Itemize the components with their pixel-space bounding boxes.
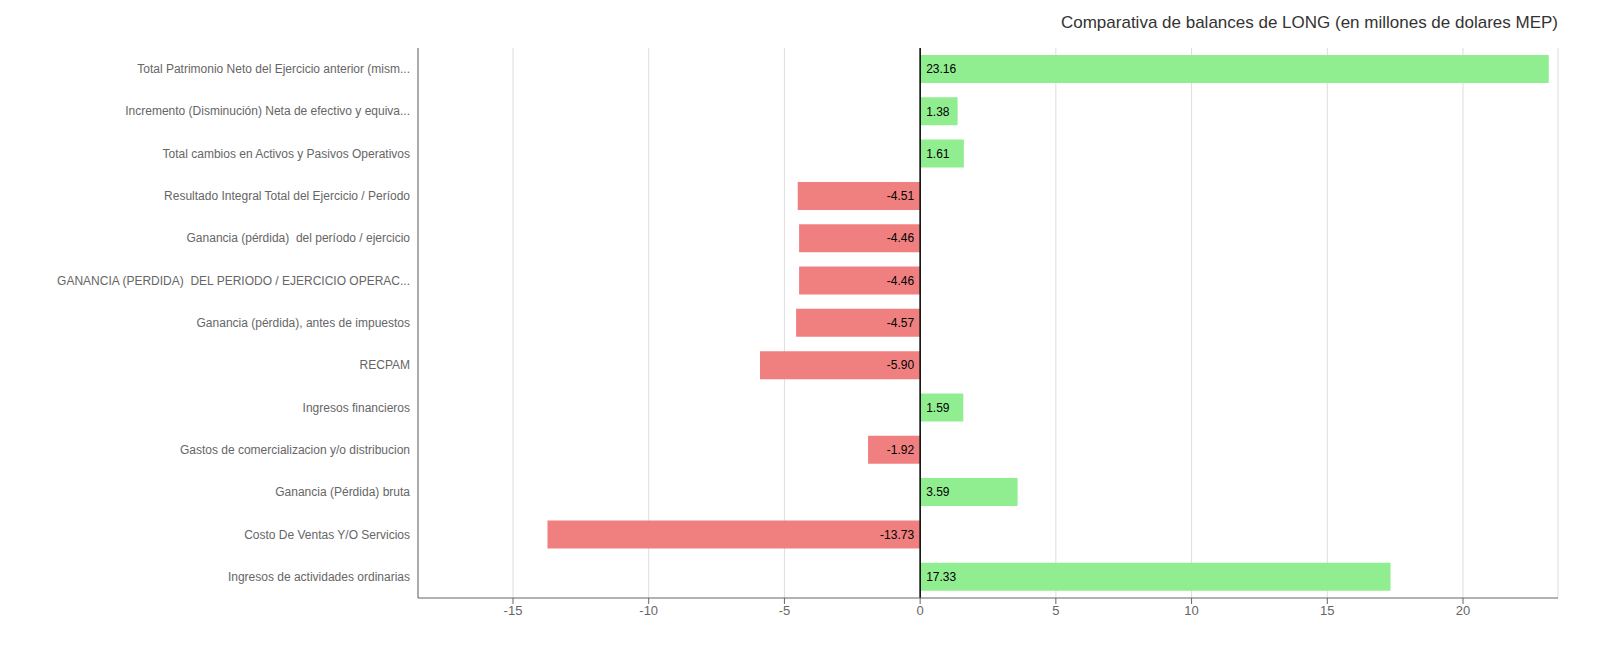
svg-text:Resultado Integral Total del E: Resultado Integral Total del Ejercicio /… [164,189,410,203]
svg-text:RECPAM: RECPAM [360,358,410,372]
svg-text:10: 10 [1184,603,1198,618]
svg-text:1.59: 1.59 [926,401,950,415]
svg-text:5: 5 [1052,603,1059,618]
svg-text:Total cambios en Activos y Pas: Total cambios en Activos y Pasivos Opera… [163,147,410,161]
svg-text:Gastos de comercializacion y/o: Gastos de comercializacion y/o distribuc… [180,443,410,457]
svg-text:Total Patrimonio Neto del Ejer: Total Patrimonio Neto del Ejercicio ante… [137,62,410,76]
svg-text:-5.90: -5.90 [887,358,915,372]
svg-text:GANANCIA (PERDIDA) DEL PERIOD: GANANCIA (PERDIDA) DEL PERIODO / EJERCIC… [57,274,410,288]
svg-text:-1.92: -1.92 [887,443,915,457]
svg-text:23.16: 23.16 [926,62,956,76]
svg-text:Ganancia (pérdida) del períod: Ganancia (pérdida) del período / ejercic… [187,231,411,245]
svg-text:Ganancia (pérdida), antes de i: Ganancia (pérdida), antes de impuestos [197,316,410,330]
svg-text:1.38: 1.38 [926,105,950,119]
svg-text:-4.46: -4.46 [887,231,915,245]
svg-text:15: 15 [1320,603,1334,618]
svg-text:1.61: 1.61 [926,147,950,161]
svg-text:Ingresos financieros: Ingresos financieros [303,401,410,415]
svg-text:0: 0 [917,603,924,618]
svg-text:Ganancia (Pérdida) bruta: Ganancia (Pérdida) bruta [275,485,410,499]
svg-text:20: 20 [1456,603,1470,618]
svg-text:-15: -15 [504,603,523,618]
html-text:Comparativa de balances de LON: Comparativa de balances de LONG (en mill… [1061,13,1558,32]
svg-text:-4.57: -4.57 [887,316,915,330]
svg-text:Ingresos de actividades ordina: Ingresos de actividades ordinarias [228,570,410,584]
svg-text:-4.46: -4.46 [887,274,915,288]
svg-text:17.33: 17.33 [926,570,956,584]
svg-text:-10: -10 [639,603,658,618]
svg-text:Costo De Ventas Y/O Servicios: Costo De Ventas Y/O Servicios [244,528,410,542]
svg-text:-5: -5 [779,603,791,618]
svg-text:3.59: 3.59 [926,485,950,499]
svg-text:-13.73: -13.73 [880,528,914,542]
svg-text:Incremento (Disminución) Neta: Incremento (Disminución) Neta de efectiv… [125,104,410,118]
svg-text:-4.51: -4.51 [887,189,915,203]
